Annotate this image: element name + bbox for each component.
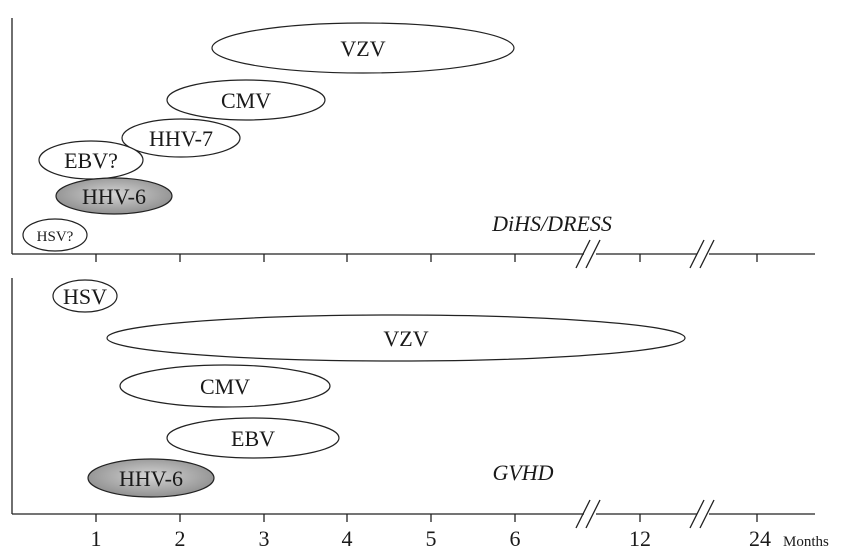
- bottom-hhv6-label: HHV-6: [119, 466, 183, 491]
- top-axis-break-1: [575, 239, 601, 269]
- top-break1-slash-a: [575, 239, 591, 269]
- top-hhv7-label: HHV-7: [149, 126, 213, 151]
- top-axis-break-2: [689, 239, 715, 269]
- bottom-cmv-ellipse: [119, 364, 331, 408]
- top-label-suffix: DRESS: [546, 211, 612, 236]
- top-x-ticks: [95, 254, 758, 262]
- tick-label-5: 5: [426, 526, 437, 551]
- bottom-hhv6-ellipse: [87, 458, 215, 498]
- tick-label-1: 1: [91, 526, 102, 551]
- bottom-break2-slash-a: [689, 499, 705, 529]
- top-hhv7-ellipse: [121, 118, 241, 158]
- bottom-cmv-label: CMV: [200, 374, 250, 399]
- top-break2-slash-b: [699, 239, 715, 269]
- top-cmv-label: CMV: [221, 88, 271, 113]
- bottom-ebv-ellipse: [166, 417, 340, 459]
- axis-unit-label: Months: [783, 534, 829, 550]
- bottom-break1-slash-a: [575, 499, 591, 529]
- top-hhv6-label: HHV-6: [82, 184, 146, 209]
- top-vzv-label: VZV: [340, 36, 385, 61]
- bottom-hsv-label: HSV: [63, 284, 107, 309]
- top-cmv-ellipse: [166, 79, 326, 121]
- top-hhv6-ellipse: [55, 177, 173, 215]
- bottom-x-ticks: [95, 514, 758, 522]
- bottom-vzv-ellipse: [106, 314, 686, 362]
- x-axis-labels: 1 2 3 4 5 6 12 24 Months: [91, 526, 830, 551]
- bottom-panel: HSV VZV CMV EBV HHV-6 GVHD: [11, 278, 815, 529]
- top-hsv-label: HSV?: [37, 229, 74, 245]
- bottom-break2-slash-b: [699, 499, 715, 529]
- top-ebv-label: EBV?: [64, 148, 118, 173]
- bottom-ebv-label: EBV: [231, 426, 275, 451]
- top-panel: VZV CMV HHV-7 EBV? HHV-6 HSV? DiHS/DRESS: [11, 18, 815, 269]
- top-panel-label: DiHS/DRESS: [491, 211, 612, 236]
- bottom-hsv-ellipse: [52, 279, 118, 313]
- tick-label-12: 12: [629, 526, 651, 551]
- top-break1-slash-b: [585, 239, 601, 269]
- top-hsv-ellipse: [22, 218, 88, 252]
- tick-label-4: 4: [342, 526, 353, 551]
- bottom-panel-label: GVHD: [492, 460, 553, 485]
- bottom-axis-break-2: [689, 499, 715, 529]
- top-label-prefix: DiHS: [491, 211, 541, 236]
- tick-label-3: 3: [259, 526, 270, 551]
- bottom-vzv-label: VZV: [383, 326, 428, 351]
- bottom-axis-break-1: [575, 499, 601, 529]
- top-break2-slash-a: [689, 239, 705, 269]
- tick-label-6: 6: [510, 526, 521, 551]
- top-label-sep: /: [539, 211, 549, 236]
- tick-label-2: 2: [175, 526, 186, 551]
- top-vzv-ellipse: [211, 22, 515, 74]
- bottom-break1-slash-b: [585, 499, 601, 529]
- tick-label-24: 24: [749, 526, 771, 551]
